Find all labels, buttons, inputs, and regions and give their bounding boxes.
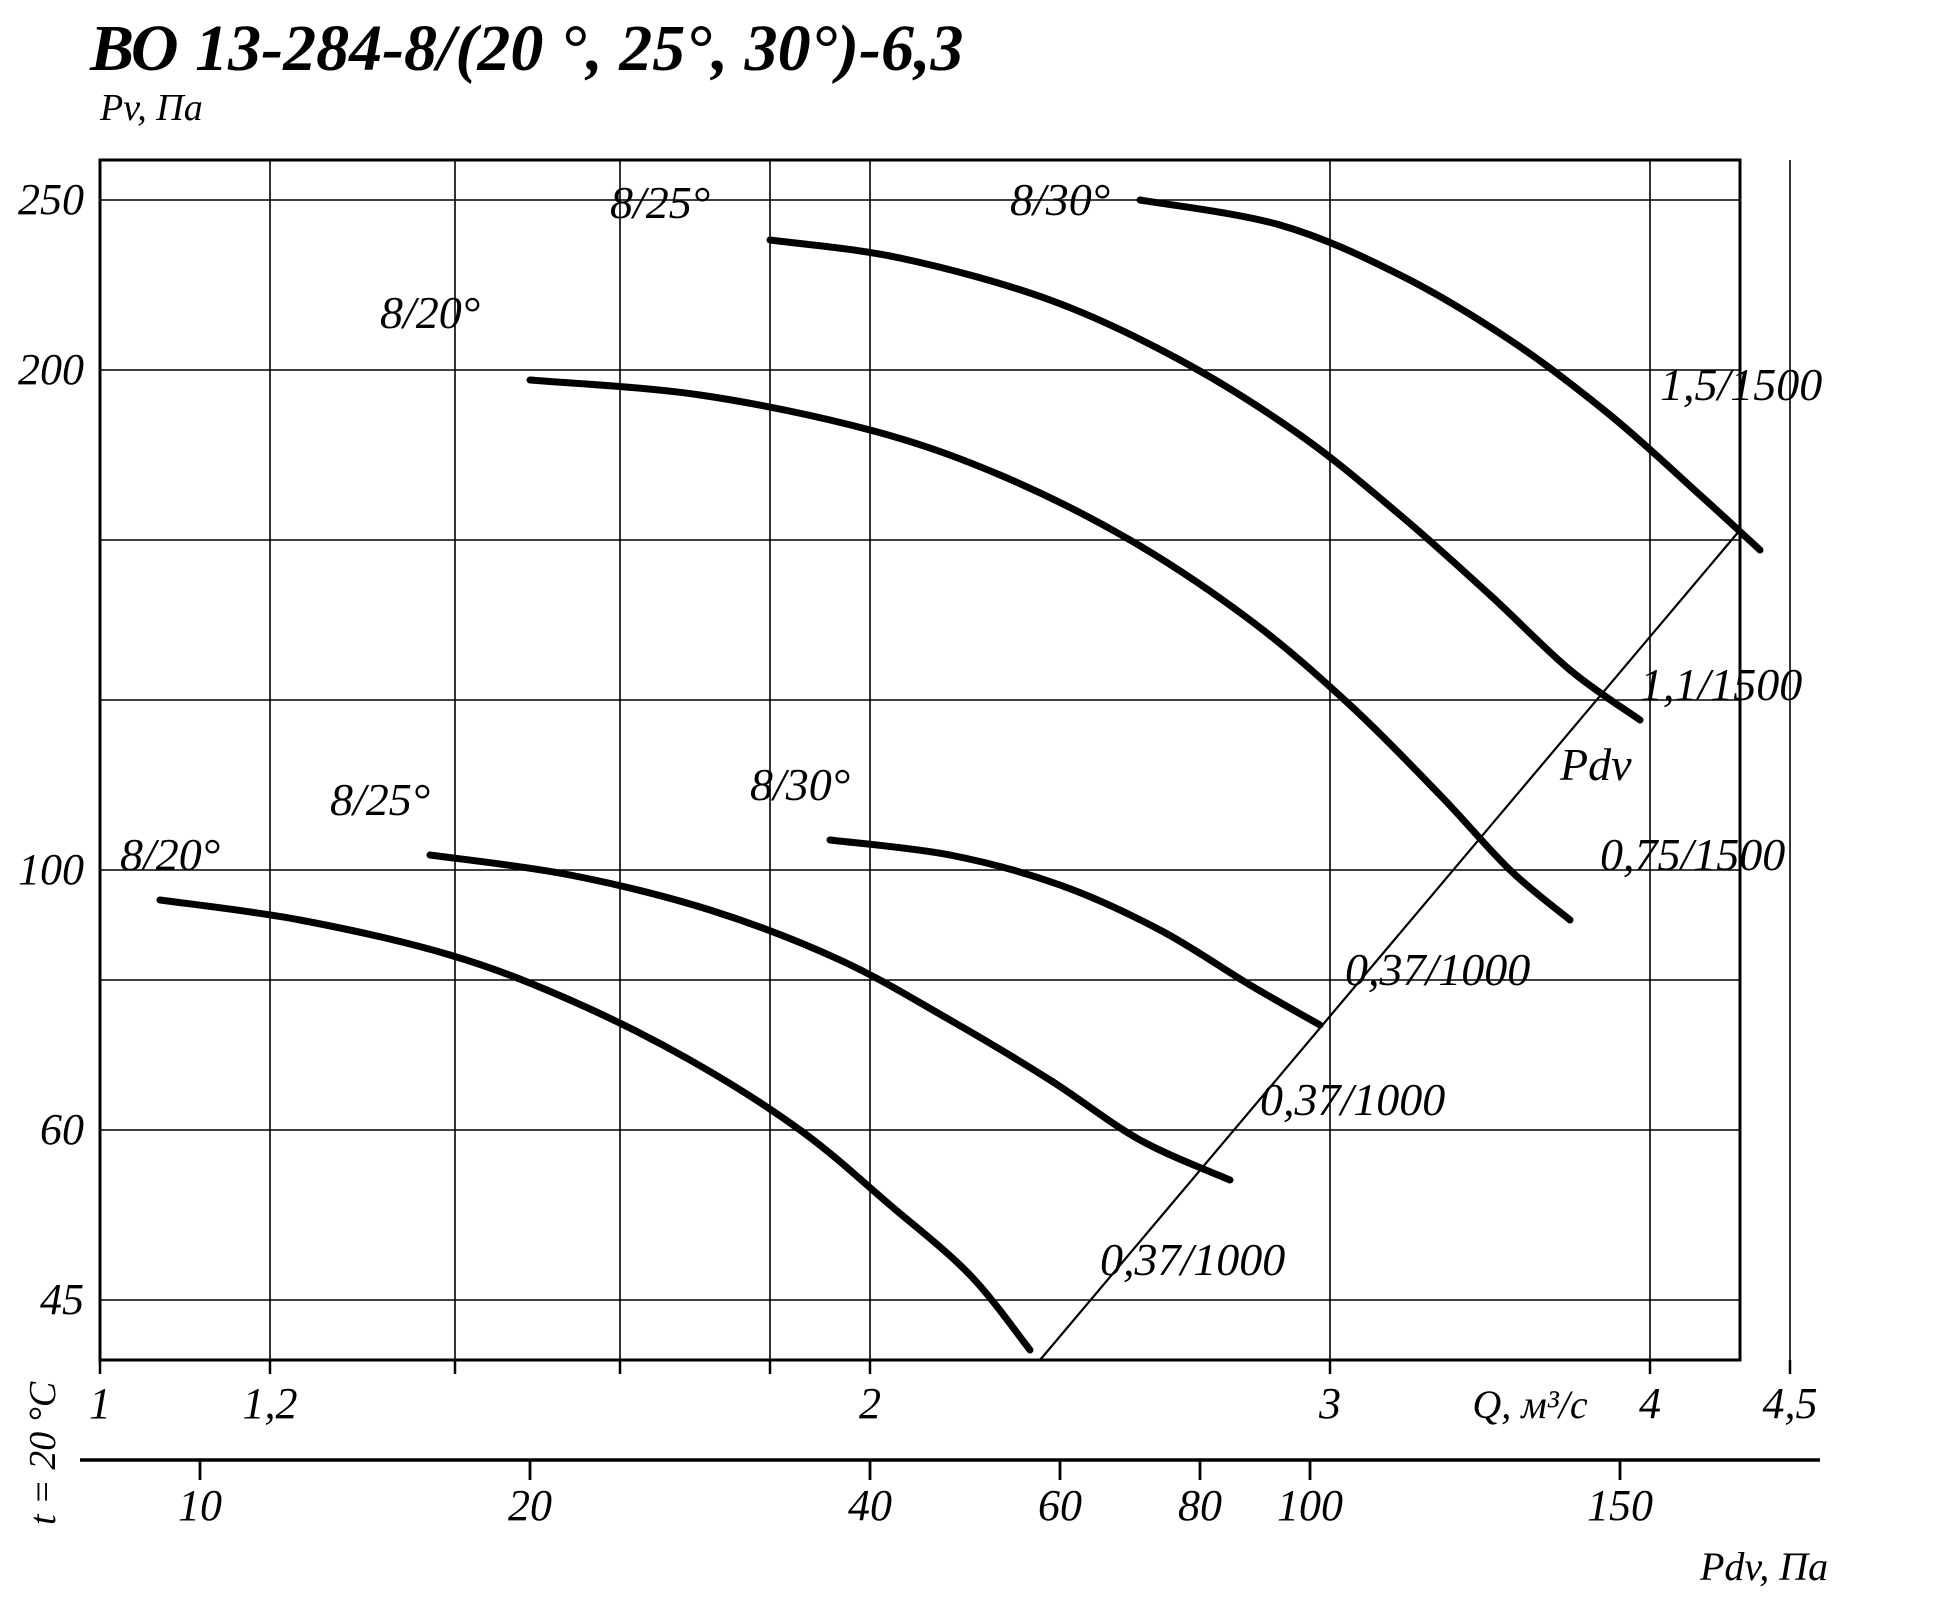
y-axis-label: Pv, Па — [99, 87, 203, 129]
chart-title: ВО 13-284-8/(20 °, 25°, 30°)-6,3 — [89, 12, 964, 85]
y-tick-label: 60 — [40, 1105, 84, 1154]
y-tick-label: 200 — [18, 345, 84, 394]
canvas-bg — [0, 0, 1951, 1616]
pdv-tick-label: 10 — [178, 1481, 222, 1530]
q-tick-label: 3 — [1318, 1379, 1341, 1428]
curve-end-label-upper-8-20: 0,75/1500 — [1600, 829, 1785, 880]
q-tick-label: 1 — [89, 1379, 111, 1428]
q-axis-label: Q, м³/с — [1472, 1382, 1588, 1427]
curve-start-label-lower-8-20: 8/20° — [120, 829, 220, 880]
curve-end-label-lower-8-25: 0,37/1000 — [1260, 1074, 1445, 1125]
curve-start-label-lower-8-30: 8/30° — [750, 759, 850, 810]
temperature-note: t = 20 °C — [22, 1381, 64, 1525]
pdv-tick-label: 100 — [1277, 1481, 1343, 1530]
pdv-tick-label: 40 — [848, 1481, 892, 1530]
q-tick-label: 4,5 — [1763, 1379, 1818, 1428]
pdv-tick-label: 20 — [508, 1481, 552, 1530]
curve-start-label-upper-8-20: 8/20° — [380, 287, 480, 338]
curve-end-label-lower-8-20: 0,37/1000 — [1100, 1234, 1285, 1285]
pdv-tick-label: 150 — [1587, 1481, 1653, 1530]
curve-end-label-upper-8-30: 1,5/1500 — [1660, 359, 1822, 410]
y-tick-label: 100 — [18, 845, 84, 894]
curve-end-label-lower-8-30: 0,37/1000 — [1345, 944, 1530, 995]
y-tick-label: 250 — [18, 175, 84, 224]
curve-start-label-upper-8-25: 8/25° — [610, 177, 710, 228]
q-tick-label: 2 — [859, 1379, 881, 1428]
q-tick-label: 4 — [1639, 1379, 1661, 1428]
pdv-tick-label: 60 — [1038, 1481, 1082, 1530]
pdv-tick-label: 80 — [1178, 1481, 1222, 1530]
curve-start-label-lower-8-25: 8/25° — [330, 774, 430, 825]
curve-start-label-upper-8-30: 8/30° — [1010, 174, 1110, 225]
curve-end-label-upper-8-25: 1,1/1500 — [1640, 659, 1802, 710]
pdv-line-label: Pdv — [1559, 739, 1632, 790]
q-tick-label: 1,2 — [243, 1379, 298, 1428]
y-tick-label: 45 — [40, 1275, 84, 1324]
pdv-axis-label: Pdv, Па — [1699, 1544, 1828, 1589]
